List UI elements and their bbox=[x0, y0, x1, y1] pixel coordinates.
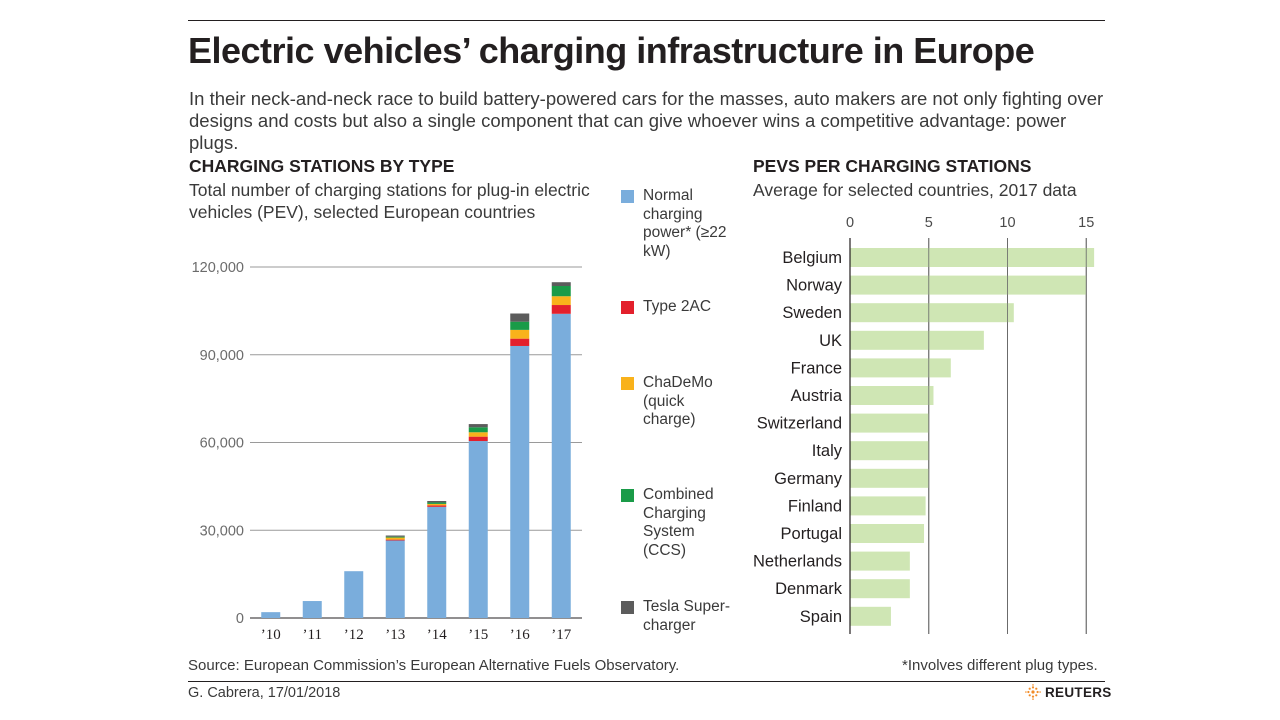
x-tick-label: 0 bbox=[846, 215, 854, 231]
bar-segment bbox=[468, 427, 488, 433]
source-note: Source: European Commission’s European A… bbox=[188, 657, 680, 674]
bar bbox=[850, 386, 934, 405]
category-label: Netherlands bbox=[753, 553, 842, 571]
bar-segment bbox=[344, 571, 364, 618]
bar bbox=[850, 551, 910, 571]
bar-segment bbox=[385, 537, 405, 540]
bar-segment bbox=[427, 505, 447, 507]
legend-swatch-ccs bbox=[621, 489, 634, 502]
left-chart-subtitle: Total number of charging stations for pl… bbox=[189, 180, 590, 222]
bar-segment bbox=[551, 296, 571, 306]
legend-swatch-chademo bbox=[621, 377, 634, 390]
x-tick-label: ’11 bbox=[303, 627, 322, 643]
y-tick-label: 30,000 bbox=[200, 523, 244, 539]
x-tick-label: ’16 bbox=[510, 627, 530, 643]
x-tick-label: ’10 bbox=[261, 627, 281, 643]
bar-segment bbox=[385, 535, 405, 537]
bar bbox=[850, 358, 951, 378]
category-label: Sweden bbox=[782, 304, 842, 322]
x-tick-label: ’17 bbox=[551, 627, 571, 643]
reuters-logo-icon bbox=[1025, 684, 1041, 700]
bar-segment bbox=[427, 502, 447, 504]
bar-segment bbox=[551, 305, 571, 314]
x-tick-label: 15 bbox=[1078, 215, 1094, 231]
x-tick-label: 5 bbox=[925, 215, 933, 231]
brand-logo: REUTERS bbox=[1025, 684, 1112, 700]
bar bbox=[850, 524, 925, 543]
page-title: Electric vehicles’ charging infrastructu… bbox=[188, 30, 1035, 71]
bar-segment bbox=[510, 329, 530, 339]
category-label: Germany bbox=[774, 470, 843, 488]
category-label: UK bbox=[819, 332, 842, 350]
category-label: Denmark bbox=[775, 580, 843, 598]
bar bbox=[850, 275, 1087, 295]
bar-segment bbox=[427, 506, 447, 618]
bar-segment bbox=[385, 540, 405, 618]
category-label: Portugal bbox=[781, 525, 842, 543]
bar-segment bbox=[261, 612, 281, 618]
bottom-rule bbox=[188, 681, 1105, 682]
category-label: Norway bbox=[786, 277, 843, 295]
y-tick-label: 0 bbox=[236, 611, 244, 627]
legend-label-normal: Normal charging power* (≥22 kW) bbox=[643, 187, 727, 260]
byline: G. Cabrera, 17/01/2018 bbox=[188, 685, 341, 701]
bar bbox=[850, 606, 891, 626]
left-chart-heading: CHARGING STATIONS BY TYPE bbox=[189, 156, 455, 176]
intro-paragraph: In their neck-and-neck race to build bat… bbox=[189, 88, 1104, 153]
bar bbox=[850, 413, 929, 433]
category-label: Italy bbox=[812, 442, 843, 460]
bar-segment bbox=[468, 441, 488, 618]
bar bbox=[850, 330, 984, 350]
y-tick-label: 90,000 bbox=[200, 348, 244, 364]
legend-label-chademo: ChaDeMo (quick charge) bbox=[643, 374, 713, 428]
bar-segment bbox=[510, 345, 530, 618]
bar bbox=[850, 248, 1095, 267]
bar-segment bbox=[551, 282, 571, 287]
bar-segment bbox=[510, 338, 530, 346]
right-chart-subtitle: Average for selected countries, 2017 dat… bbox=[753, 180, 1077, 200]
bar-segment bbox=[468, 432, 488, 437]
bar-segment bbox=[302, 601, 322, 618]
legend-label-tesla: Tesla Super-charger bbox=[643, 598, 731, 634]
footnote: *Involves different plug types. bbox=[902, 657, 1098, 674]
top-rule bbox=[188, 20, 1105, 21]
category-label: Finland bbox=[788, 497, 842, 515]
legend-swatch-type2ac bbox=[621, 301, 634, 314]
x-tick-label: ’15 bbox=[468, 627, 488, 643]
bar-segment bbox=[510, 321, 530, 330]
bar-segment bbox=[427, 503, 447, 506]
category-label: France bbox=[791, 359, 842, 377]
bar-segment bbox=[385, 539, 405, 541]
legend-swatch-tesla bbox=[621, 601, 634, 614]
x-tick-label: ’13 bbox=[385, 627, 405, 643]
legend-label-type2ac: Type 2AC bbox=[643, 298, 712, 315]
bar-segment bbox=[468, 424, 488, 428]
category-label: Belgium bbox=[782, 249, 842, 267]
legend-swatch-normal bbox=[621, 190, 634, 203]
bar bbox=[850, 468, 929, 488]
x-tick-label: ’12 bbox=[344, 627, 364, 643]
x-tick-label: 10 bbox=[999, 215, 1015, 231]
y-tick-label: 60,000 bbox=[200, 436, 244, 452]
bar-segment bbox=[551, 286, 571, 297]
bar-segment bbox=[510, 313, 530, 322]
bar bbox=[850, 496, 926, 516]
category-label: Spain bbox=[800, 608, 842, 626]
brand-name: REUTERS bbox=[1045, 684, 1112, 700]
bar-segment bbox=[385, 536, 405, 538]
right-chart-heading: PEVS PER CHARGING STATIONS bbox=[753, 156, 1032, 176]
bar bbox=[850, 441, 929, 461]
x-tick-label: ’14 bbox=[427, 627, 447, 643]
bar bbox=[850, 579, 910, 599]
bar-segment bbox=[551, 313, 571, 618]
bar-segment bbox=[427, 501, 447, 503]
y-tick-label: 120,000 bbox=[192, 260, 244, 276]
legend-label-ccs: Combined Charging System (CCS) bbox=[643, 486, 714, 559]
category-label: Switzerland bbox=[757, 415, 842, 433]
category-label: Austria bbox=[791, 387, 843, 405]
bar-segment bbox=[468, 436, 488, 442]
bar bbox=[850, 303, 1014, 323]
